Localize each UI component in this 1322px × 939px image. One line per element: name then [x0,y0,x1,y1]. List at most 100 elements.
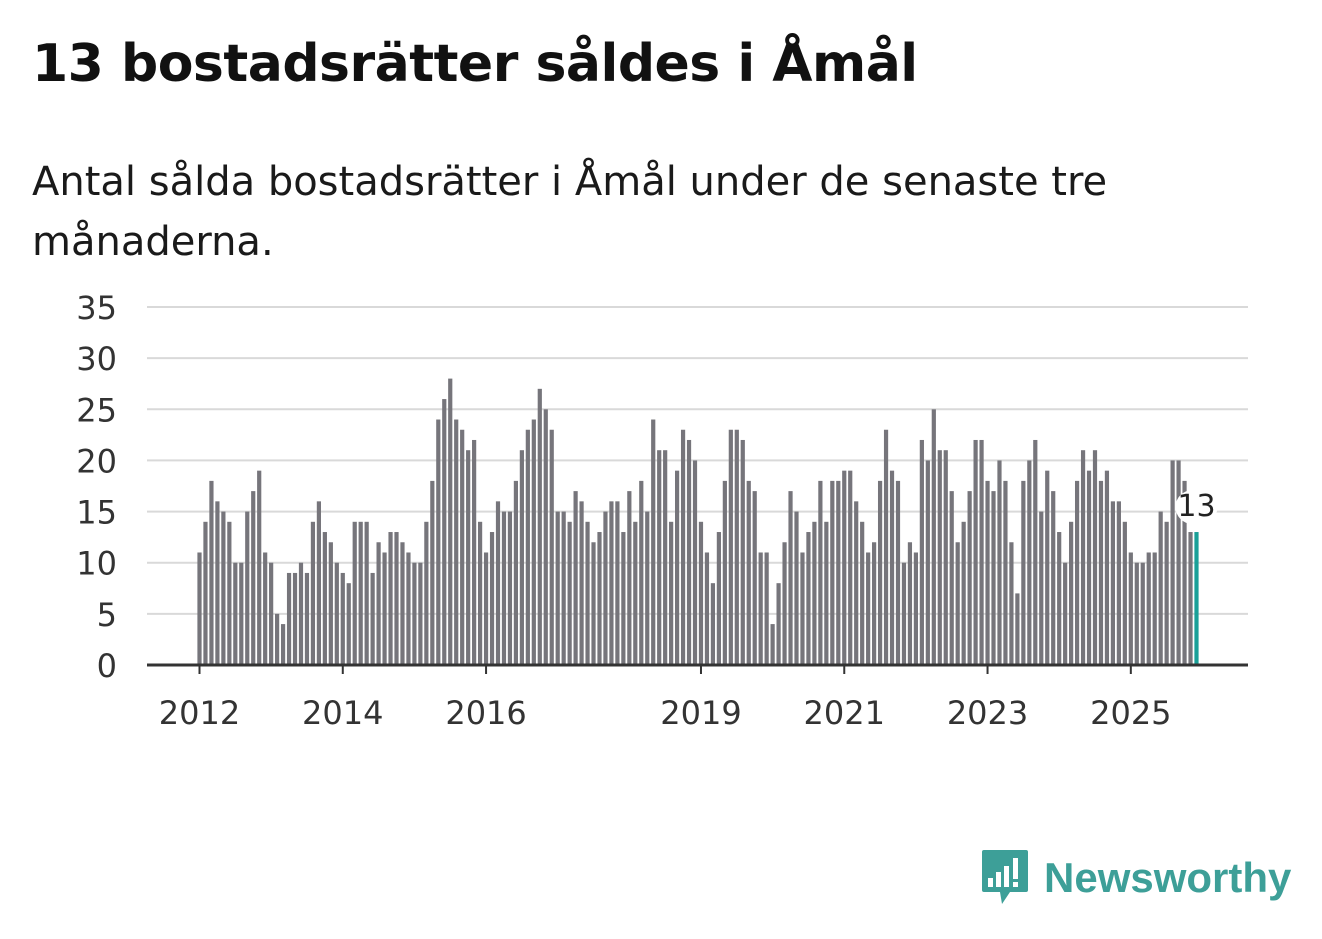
bar [782,542,787,665]
bar [591,542,596,665]
bar [615,501,620,665]
x-tick-label: 2025 [1090,694,1171,732]
chart-title: 13 bostadsrätter såldes i Åmål [32,34,918,94]
bar [985,480,990,665]
bar [633,521,638,665]
bar [340,572,345,665]
bar [645,511,650,665]
bar [257,470,262,665]
bar [728,429,733,665]
bar [1069,521,1074,665]
bar [806,532,811,665]
bar [537,388,542,665]
bar [1128,552,1133,665]
bar [531,419,536,665]
bar [472,439,477,665]
bar [501,511,507,665]
bar [1152,552,1157,665]
bar [752,491,757,665]
bar [812,521,817,665]
bar [316,501,321,665]
bar [436,419,441,665]
bar [979,439,984,665]
bar [866,552,871,665]
bar [675,470,680,665]
bar [507,511,513,665]
bar [1176,460,1181,665]
bar [215,501,220,665]
bar [943,450,948,665]
bar [848,470,853,665]
bar [292,572,298,665]
bar [901,562,907,665]
x-tick-label: 2016 [445,694,526,732]
bar [543,409,548,665]
bar [567,521,572,665]
bar [698,521,704,665]
bar [227,521,232,665]
bar [400,542,405,665]
bar [358,521,363,665]
bar [322,532,327,665]
brand-name: Newsworthy [1044,854,1292,901]
bar [1182,480,1187,665]
bar [836,480,841,665]
bar [483,552,489,665]
bar [1146,552,1151,665]
bar [746,480,751,665]
bar [669,521,674,665]
bar [639,480,644,665]
bar [854,501,859,665]
bar [298,562,304,665]
bar [525,429,530,665]
bar [973,439,978,665]
bar [1086,470,1092,665]
bar [364,521,369,665]
bar [597,532,602,665]
chart-subtitle: Antal sålda bostadsrätter i Åmål under d… [32,159,1108,265]
bar [919,439,924,665]
bar [1045,470,1050,665]
bar [310,521,316,665]
bar [722,480,727,665]
bar [585,521,590,665]
bar [495,501,501,665]
bar [573,491,578,665]
bar [442,399,447,665]
bar [280,624,286,665]
brand-logo: Newsworthy [980,848,1291,908]
bar [621,532,626,665]
bar [776,583,781,665]
bar [830,480,835,665]
bar [412,562,417,665]
bar [1003,480,1008,665]
bar [740,439,745,665]
bar [245,511,250,665]
bar [961,521,966,665]
bar [764,552,769,665]
bar [406,552,411,665]
bar [394,532,399,665]
bar [1033,439,1038,665]
data-label-bg [1175,490,1218,525]
bar [209,480,214,665]
newsworthy-logo-icon [982,850,1028,904]
bar [609,501,614,665]
bar [603,511,608,665]
bar [716,532,721,665]
bar [334,562,339,665]
bar [1051,491,1056,665]
bar [872,542,877,665]
bar [895,480,901,665]
bar [710,583,716,665]
bar [1158,511,1163,665]
bar [263,552,268,665]
bar [657,450,662,665]
bar [1134,562,1139,665]
bar [460,429,465,665]
bar [346,583,351,665]
bar [1104,470,1110,665]
bar [555,511,560,665]
y-tick-label: 35 [76,289,117,327]
bar [561,511,566,665]
